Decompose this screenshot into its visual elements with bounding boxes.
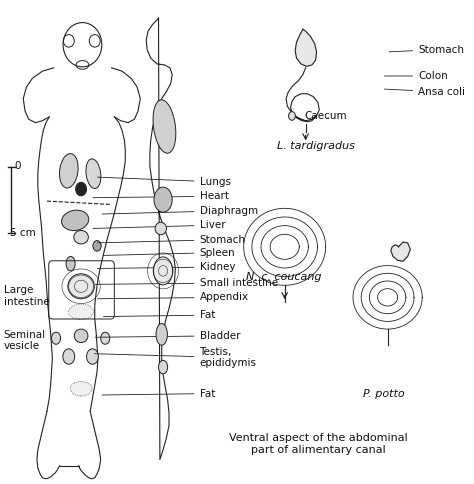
- Ellipse shape: [86, 159, 101, 188]
- Text: P. potto: P. potto: [363, 389, 405, 399]
- Text: Caecum: Caecum: [304, 111, 347, 121]
- Ellipse shape: [60, 153, 78, 188]
- Text: L. tardigradus: L. tardigradus: [277, 141, 355, 151]
- Text: Ansa coli: Ansa coli: [384, 87, 465, 97]
- Text: Ventral aspect of the abdominal: Ventral aspect of the abdominal: [228, 433, 407, 443]
- Text: Fat: Fat: [102, 389, 215, 399]
- Polygon shape: [295, 30, 317, 66]
- Text: Bladder: Bladder: [95, 331, 240, 341]
- Ellipse shape: [70, 381, 92, 396]
- Ellipse shape: [155, 222, 166, 235]
- Text: Diaphragm: Diaphragm: [102, 206, 258, 216]
- Text: part of alimentary canal: part of alimentary canal: [251, 445, 385, 455]
- Text: Large
intestine: Large intestine: [4, 285, 49, 307]
- Ellipse shape: [158, 361, 168, 374]
- Ellipse shape: [154, 257, 173, 285]
- Ellipse shape: [153, 100, 176, 153]
- Text: Fat: Fat: [103, 310, 215, 320]
- Polygon shape: [391, 242, 410, 261]
- Text: Liver: Liver: [93, 220, 225, 230]
- Ellipse shape: [154, 187, 172, 212]
- Ellipse shape: [76, 182, 87, 196]
- Text: Colon: Colon: [384, 71, 448, 81]
- Text: 5 cm: 5 cm: [9, 228, 36, 238]
- Text: Lungs: Lungs: [98, 177, 230, 187]
- Ellipse shape: [156, 324, 167, 345]
- Ellipse shape: [74, 230, 88, 244]
- Text: Kidney: Kidney: [98, 262, 235, 272]
- Ellipse shape: [66, 257, 75, 271]
- Text: Testis,
epididymis: Testis, epididymis: [94, 347, 256, 368]
- Text: Heart: Heart: [93, 191, 228, 201]
- Text: Seminal
vesicle: Seminal vesicle: [4, 330, 46, 351]
- Ellipse shape: [52, 332, 61, 344]
- Ellipse shape: [87, 349, 99, 364]
- Ellipse shape: [100, 332, 110, 344]
- Text: Spleen: Spleen: [103, 248, 235, 257]
- Ellipse shape: [68, 274, 94, 299]
- Text: Appendix: Appendix: [98, 292, 249, 302]
- Text: N. c. coucang: N. c. coucang: [246, 272, 321, 282]
- Ellipse shape: [62, 210, 89, 230]
- Text: Stomach: Stomach: [98, 235, 246, 244]
- Text: 0: 0: [14, 161, 21, 171]
- Ellipse shape: [63, 349, 75, 364]
- Ellipse shape: [74, 329, 88, 343]
- Ellipse shape: [69, 304, 94, 319]
- Text: Stomach: Stomach: [389, 45, 464, 55]
- Ellipse shape: [289, 112, 295, 120]
- Text: Small intestine: Small intestine: [95, 278, 278, 288]
- Ellipse shape: [93, 241, 101, 251]
